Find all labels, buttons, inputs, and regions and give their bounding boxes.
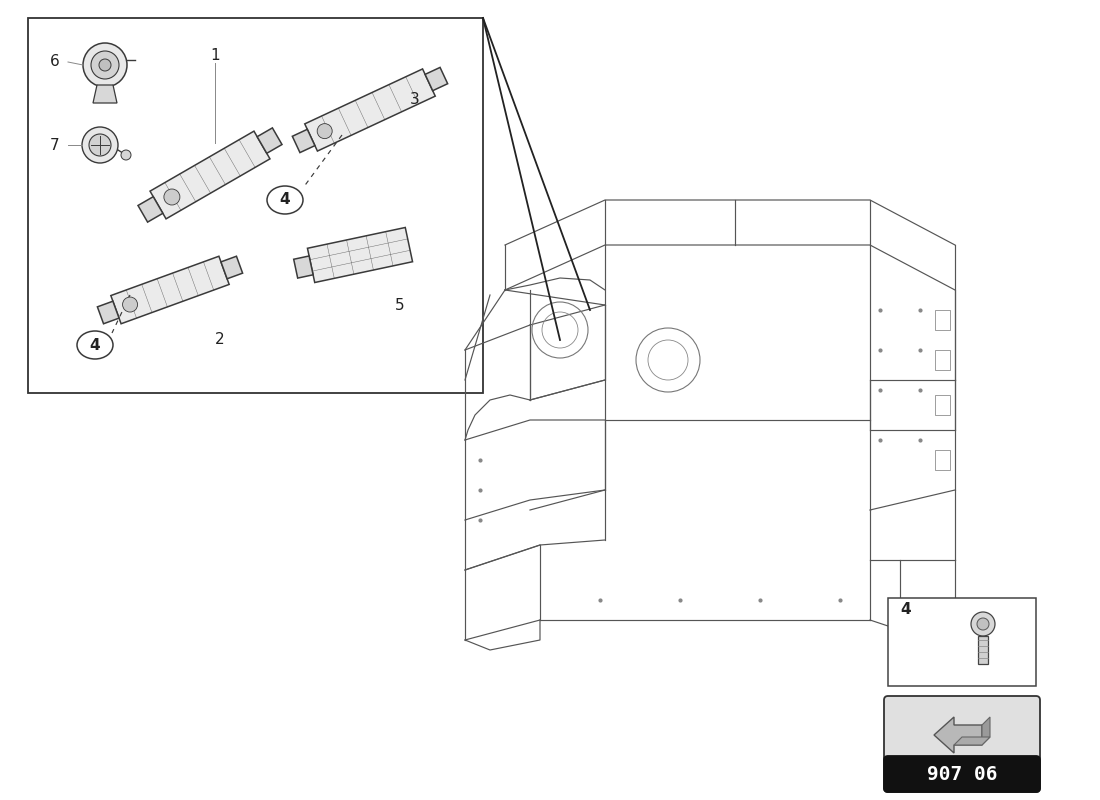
Polygon shape	[982, 717, 990, 745]
Circle shape	[977, 618, 989, 630]
Bar	[888, 598, 1036, 686]
Polygon shape	[221, 256, 243, 278]
Polygon shape	[293, 130, 315, 153]
Text: 4: 4	[900, 602, 911, 617]
Text: 7: 7	[51, 138, 59, 153]
Bar	[935, 350, 950, 370]
FancyBboxPatch shape	[884, 756, 1040, 792]
Polygon shape	[294, 256, 313, 278]
Circle shape	[99, 59, 111, 71]
Circle shape	[82, 43, 126, 87]
Bar	[935, 310, 950, 330]
Polygon shape	[425, 67, 448, 90]
Polygon shape	[257, 128, 282, 154]
Circle shape	[89, 134, 111, 156]
Text: 4: 4	[279, 193, 290, 207]
Circle shape	[317, 124, 332, 138]
Circle shape	[122, 297, 138, 312]
Circle shape	[121, 150, 131, 160]
Bar	[978, 636, 988, 664]
Polygon shape	[138, 197, 163, 222]
Text: 1: 1	[210, 47, 220, 62]
Bar	[28, 18, 483, 393]
Text: 3: 3	[410, 93, 420, 107]
Text: 6: 6	[51, 54, 59, 70]
FancyBboxPatch shape	[884, 696, 1040, 792]
Text: 4: 4	[90, 338, 100, 353]
Text: 2: 2	[216, 333, 224, 347]
Text: 5: 5	[395, 298, 405, 313]
Polygon shape	[98, 302, 119, 324]
Polygon shape	[305, 69, 436, 151]
Ellipse shape	[267, 186, 303, 214]
Bar	[935, 450, 950, 470]
Text: 907 06: 907 06	[926, 765, 998, 783]
Bar	[935, 395, 950, 415]
Circle shape	[82, 127, 118, 163]
Polygon shape	[308, 227, 412, 282]
Polygon shape	[94, 85, 117, 103]
Polygon shape	[111, 256, 229, 324]
Polygon shape	[150, 131, 270, 219]
Circle shape	[971, 612, 996, 636]
Circle shape	[164, 189, 180, 205]
Polygon shape	[934, 717, 982, 753]
Polygon shape	[954, 737, 990, 745]
Ellipse shape	[77, 331, 113, 359]
Circle shape	[91, 51, 119, 79]
